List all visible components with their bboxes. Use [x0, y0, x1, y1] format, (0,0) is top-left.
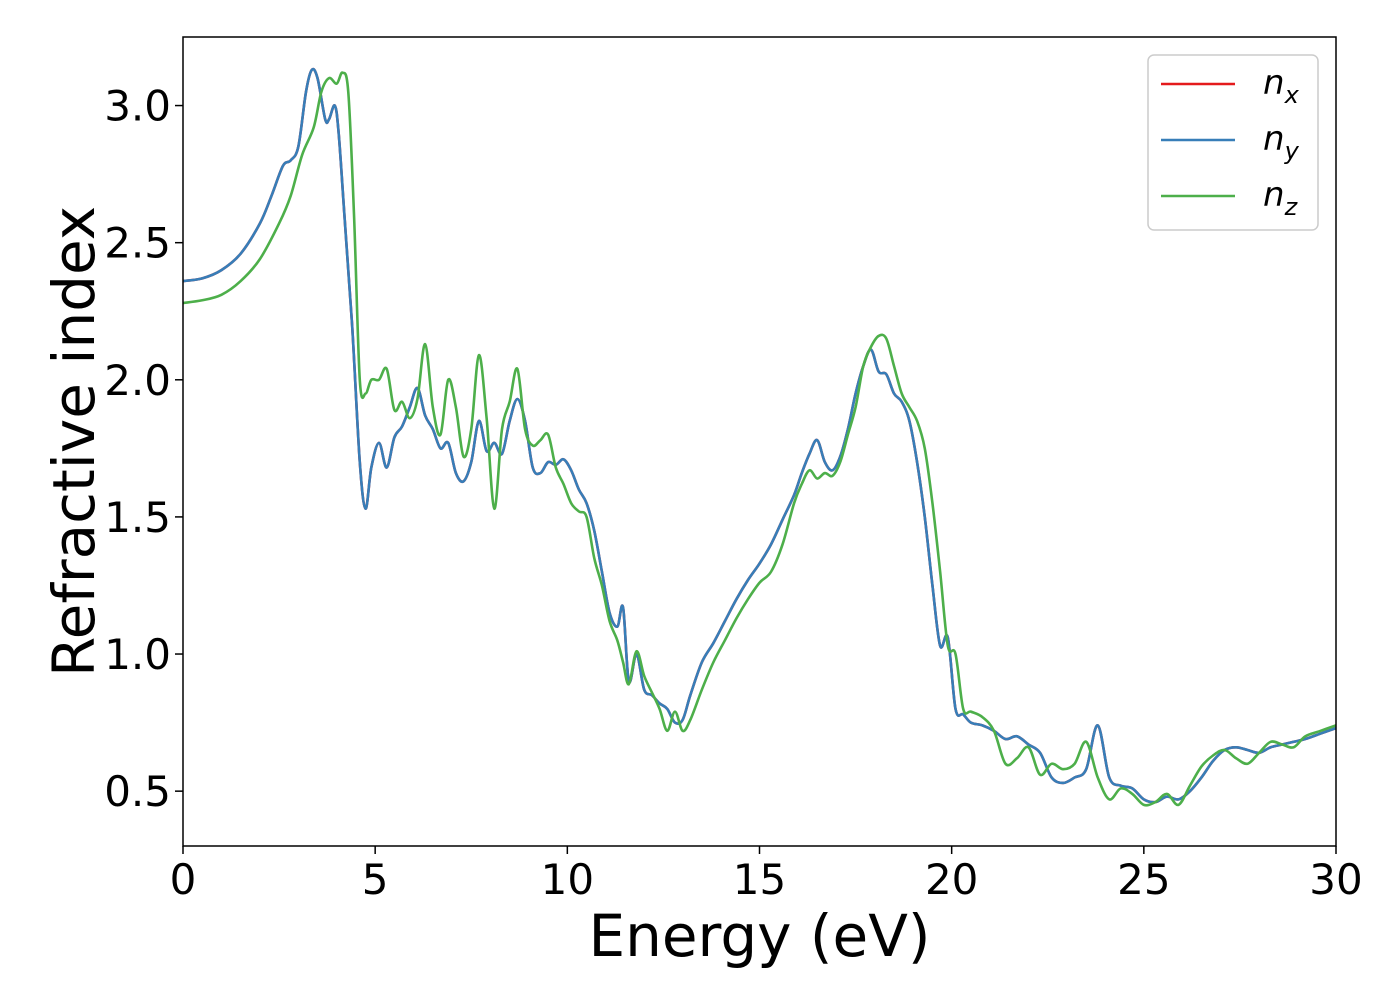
y-tick-label: 2.0 — [104, 356, 171, 405]
y-axis-label: Refractive index — [40, 206, 108, 677]
x-tick-label: 30 — [1309, 855, 1362, 904]
x-tick-label: 15 — [733, 855, 786, 904]
x-tick-label: 25 — [1117, 855, 1170, 904]
x-axis-ticks: 0 5 10 15 20 25 30 — [170, 846, 1363, 904]
y-tick-label: 2.5 — [104, 219, 171, 268]
series-line-nz — [183, 71, 1336, 807]
x-tick-label: 10 — [541, 855, 594, 904]
y-axis-ticks: 0.5 1.0 1.5 2.0 2.5 3.0 — [104, 82, 183, 816]
legend-box — [1147, 54, 1319, 231]
x-tick-label: 5 — [362, 855, 389, 904]
x-axis-label: Energy (eV) — [588, 902, 930, 970]
y-tick-label: 3.0 — [104, 82, 171, 131]
y-tick-label: 1.0 — [104, 630, 171, 679]
series-line-ny — [183, 67, 1336, 804]
x-tick-label: 0 — [170, 855, 197, 904]
x-tick-label: 20 — [925, 855, 978, 904]
y-tick-label: 1.5 — [104, 493, 171, 542]
plot-frame — [182, 36, 1337, 847]
y-tick-label: 0.5 — [104, 767, 171, 816]
series-lines — [183, 67, 1336, 807]
